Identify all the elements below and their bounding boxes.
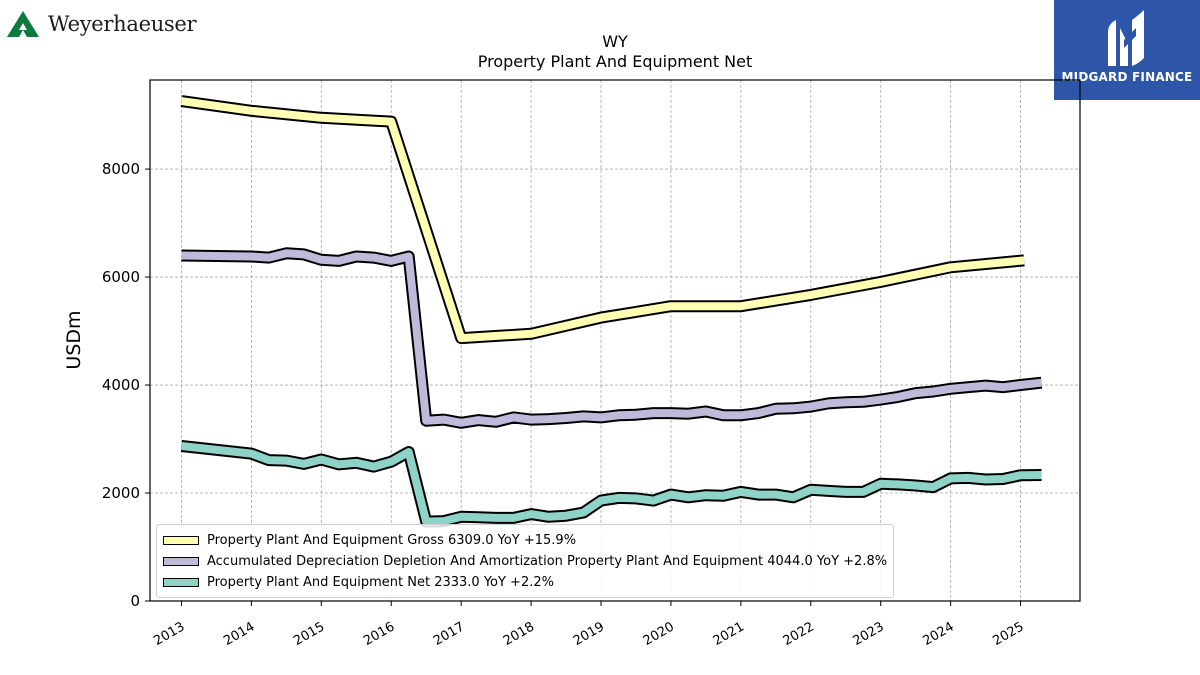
series-layer (180, 95, 1043, 528)
y-tick-label: 8000 (102, 160, 140, 178)
series-line-outline (180, 95, 1025, 345)
x-tick-label: 2015 (291, 619, 327, 649)
series-3 (180, 440, 1042, 528)
company-name: Weyerhaeuser (48, 12, 197, 36)
legend-swatch (163, 557, 199, 566)
series-1 (180, 95, 1025, 345)
y-tick-label: 4000 (102, 376, 140, 394)
x-tick-label: 2025 (990, 619, 1026, 649)
chart-legend: Property Plant And Equipment Gross 6309.… (156, 524, 895, 598)
tree-logo-icon (7, 11, 39, 37)
company-logo: Weyerhaeuser (6, 6, 197, 42)
x-tick-label: 2017 (431, 619, 467, 649)
y-tick-label: 0 (130, 592, 140, 610)
chart-subtitle: Property Plant And Equipment Net (477, 52, 753, 71)
grid-lines (150, 80, 1080, 602)
x-tick-label: 2013 (151, 619, 187, 649)
legend-swatch (163, 578, 199, 587)
legend-item: Accumulated Depreciation Depletion And A… (163, 551, 887, 572)
legend-swatch (163, 536, 199, 545)
x-tick-label: 2014 (221, 619, 257, 649)
legend-label: Property Plant And Equipment Net 2333.0 … (207, 575, 554, 590)
x-tick-label: 2021 (711, 619, 747, 649)
brand-name: MIDGARD FINANCE (1061, 70, 1193, 84)
x-tick-label: 2024 (920, 619, 956, 649)
legend-label: Accumulated Depreciation Depletion And A… (207, 554, 888, 569)
y-axis-label: USDm (63, 310, 85, 369)
series-line (181, 442, 1042, 526)
brand-mark-icon (1108, 10, 1144, 66)
series-line (181, 249, 1042, 427)
series-line (180, 97, 1025, 343)
y-tick-label: 6000 (102, 268, 140, 286)
legend-label: Property Plant And Equipment Gross 6309.… (207, 533, 577, 548)
legend-item: Property Plant And Equipment Net 2333.0 … (163, 572, 887, 593)
y-tick-label: 2000 (102, 484, 140, 502)
x-tick-label: 2019 (571, 619, 607, 649)
legend-item: Property Plant And Equipment Gross 6309.… (163, 530, 887, 551)
x-tick-label: 2023 (851, 619, 887, 649)
x-tick-label: 2016 (361, 619, 397, 649)
x-tick-label: 2022 (781, 619, 817, 649)
x-tick-label: 2018 (501, 619, 537, 649)
plot-frame (149, 79, 1081, 602)
x-tick-label: 2020 (641, 619, 677, 649)
series-2 (181, 247, 1043, 429)
chart-title: WY (602, 32, 628, 51)
brand-logo: MIDGARD FINANCE (1054, 0, 1200, 100)
